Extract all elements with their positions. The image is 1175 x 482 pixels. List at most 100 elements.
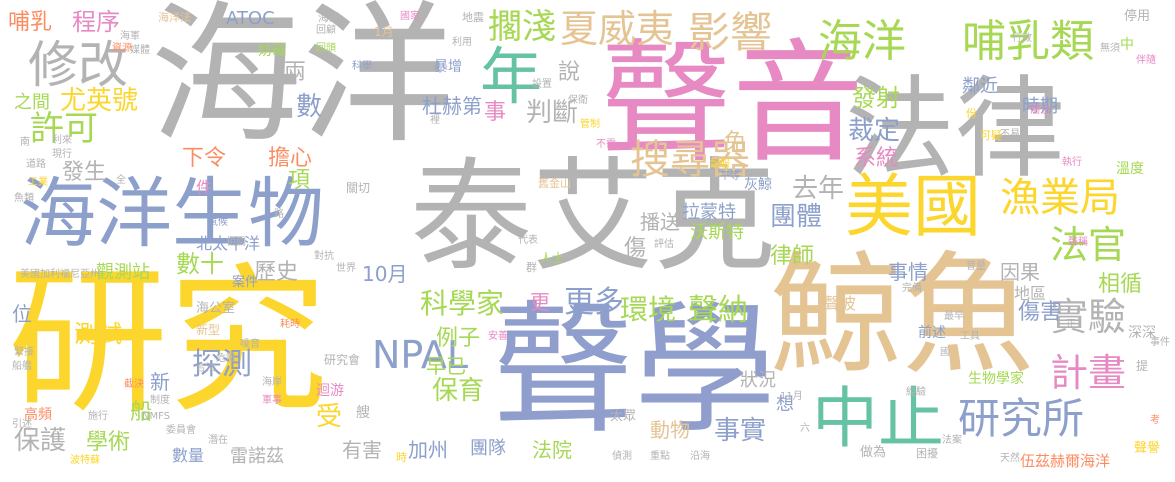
- word: 緊接: [14, 347, 34, 358]
- word: 事情: [888, 260, 928, 284]
- word: 引述: [12, 419, 32, 430]
- word: 經驗: [906, 387, 926, 398]
- word: 事: [484, 100, 507, 125]
- word: 聲音: [600, 27, 864, 181]
- word: 夏威夷: [560, 7, 675, 51]
- word: 工具: [960, 331, 980, 342]
- word: 發射: [852, 84, 900, 112]
- word: 代表: [518, 235, 538, 246]
- word: 測試: [74, 320, 122, 348]
- word: 評估: [654, 239, 674, 250]
- word: 判斷: [526, 98, 579, 128]
- word: 工業: [28, 177, 48, 188]
- word: 之間: [14, 92, 50, 113]
- word: 受: [316, 402, 343, 432]
- word: 雷諾茲: [230, 446, 284, 467]
- word: 平等: [720, 171, 740, 182]
- word: 國家: [400, 11, 420, 22]
- word: 相循: [1098, 272, 1143, 297]
- word: 人士: [540, 251, 565, 265]
- word: 聲波: [824, 294, 857, 313]
- word: 裁定: [848, 116, 901, 146]
- word: 船: [130, 400, 153, 425]
- word: 六: [800, 423, 810, 434]
- word: 免: [724, 130, 747, 155]
- word: 尤英號: [60, 86, 139, 116]
- word: 例子: [436, 326, 481, 351]
- word: 中止: [812, 380, 944, 457]
- word: 音量: [966, 261, 986, 272]
- word: 數: [296, 92, 323, 122]
- word: 說服: [710, 159, 730, 170]
- word: 科學: [352, 61, 372, 72]
- word: 團體: [770, 202, 823, 232]
- word: 沃斯特: [690, 222, 744, 243]
- word: 修改: [28, 36, 128, 94]
- word: 鯨魚: [770, 239, 1034, 393]
- word: 伴隨: [1136, 55, 1156, 66]
- word: 迴游: [316, 383, 344, 399]
- word: 探測: [192, 347, 252, 382]
- word: 動物: [650, 418, 690, 442]
- word: 海公室: [196, 301, 236, 316]
- word: 安善: [488, 331, 508, 342]
- word: 下令: [182, 146, 227, 171]
- word: 數量: [172, 446, 205, 465]
- word: 海溫: [318, 11, 340, 24]
- word: 傷害: [1018, 300, 1063, 325]
- word: 不易: [1000, 129, 1020, 140]
- word: 哺乳類: [962, 16, 1094, 67]
- word: 項: [288, 168, 311, 193]
- word: 妨礙: [258, 43, 286, 59]
- word: 聲納: [688, 293, 748, 328]
- word: 考: [1150, 415, 1160, 426]
- word: 歷史: [254, 260, 299, 285]
- word: NPAL: [372, 333, 469, 377]
- word: 杜赫第: [422, 94, 482, 118]
- word: 去年: [792, 174, 845, 204]
- word: 對抗: [314, 251, 334, 262]
- word: 加州: [408, 438, 448, 462]
- word: 漁業局: [1000, 175, 1120, 221]
- word: 時: [396, 451, 407, 464]
- word: 實驗: [1050, 295, 1127, 339]
- word: 資源: [112, 43, 132, 54]
- word: 想: [776, 394, 794, 415]
- word: 聲譽: [1134, 441, 1161, 456]
- word: 委員會: [166, 425, 196, 436]
- word: 回頭: [316, 43, 336, 54]
- word: 利來: [52, 135, 72, 146]
- word: 地震: [462, 11, 484, 24]
- word: 道路: [26, 159, 46, 170]
- word: 觀測站: [96, 262, 150, 283]
- word: 新: [150, 370, 170, 394]
- word: 暴增: [434, 59, 462, 75]
- word: 拉蒙特: [682, 202, 736, 223]
- word: 太眾: [610, 409, 637, 424]
- word: 美國加利福尼亞州: [20, 269, 100, 280]
- word: 回顧: [316, 25, 336, 36]
- word: 最早: [944, 311, 964, 322]
- word: 年: [480, 40, 543, 113]
- word: 中: [1120, 37, 1134, 53]
- word: 深深: [1128, 325, 1156, 341]
- word: 北太平洋: [196, 234, 261, 253]
- word: 潛在: [208, 435, 228, 446]
- word: 危險: [216, 353, 236, 364]
- word: 泰艾克: [410, 146, 776, 288]
- word: 研究: [8, 248, 329, 435]
- word: 重點: [650, 451, 670, 462]
- word: 時期: [1022, 96, 1058, 117]
- word: 有害: [342, 438, 382, 462]
- word: ATOC: [226, 8, 275, 29]
- word: 關切: [346, 181, 371, 195]
- word: 數十: [176, 250, 224, 278]
- word: 海岸: [262, 377, 282, 388]
- word: 相關: [226, 237, 246, 248]
- word: 狀況: [740, 370, 776, 391]
- word: 學術: [86, 430, 131, 455]
- word: 說: [558, 60, 581, 85]
- word: 媒體: [130, 45, 150, 56]
- word: 哺乳: [8, 10, 53, 35]
